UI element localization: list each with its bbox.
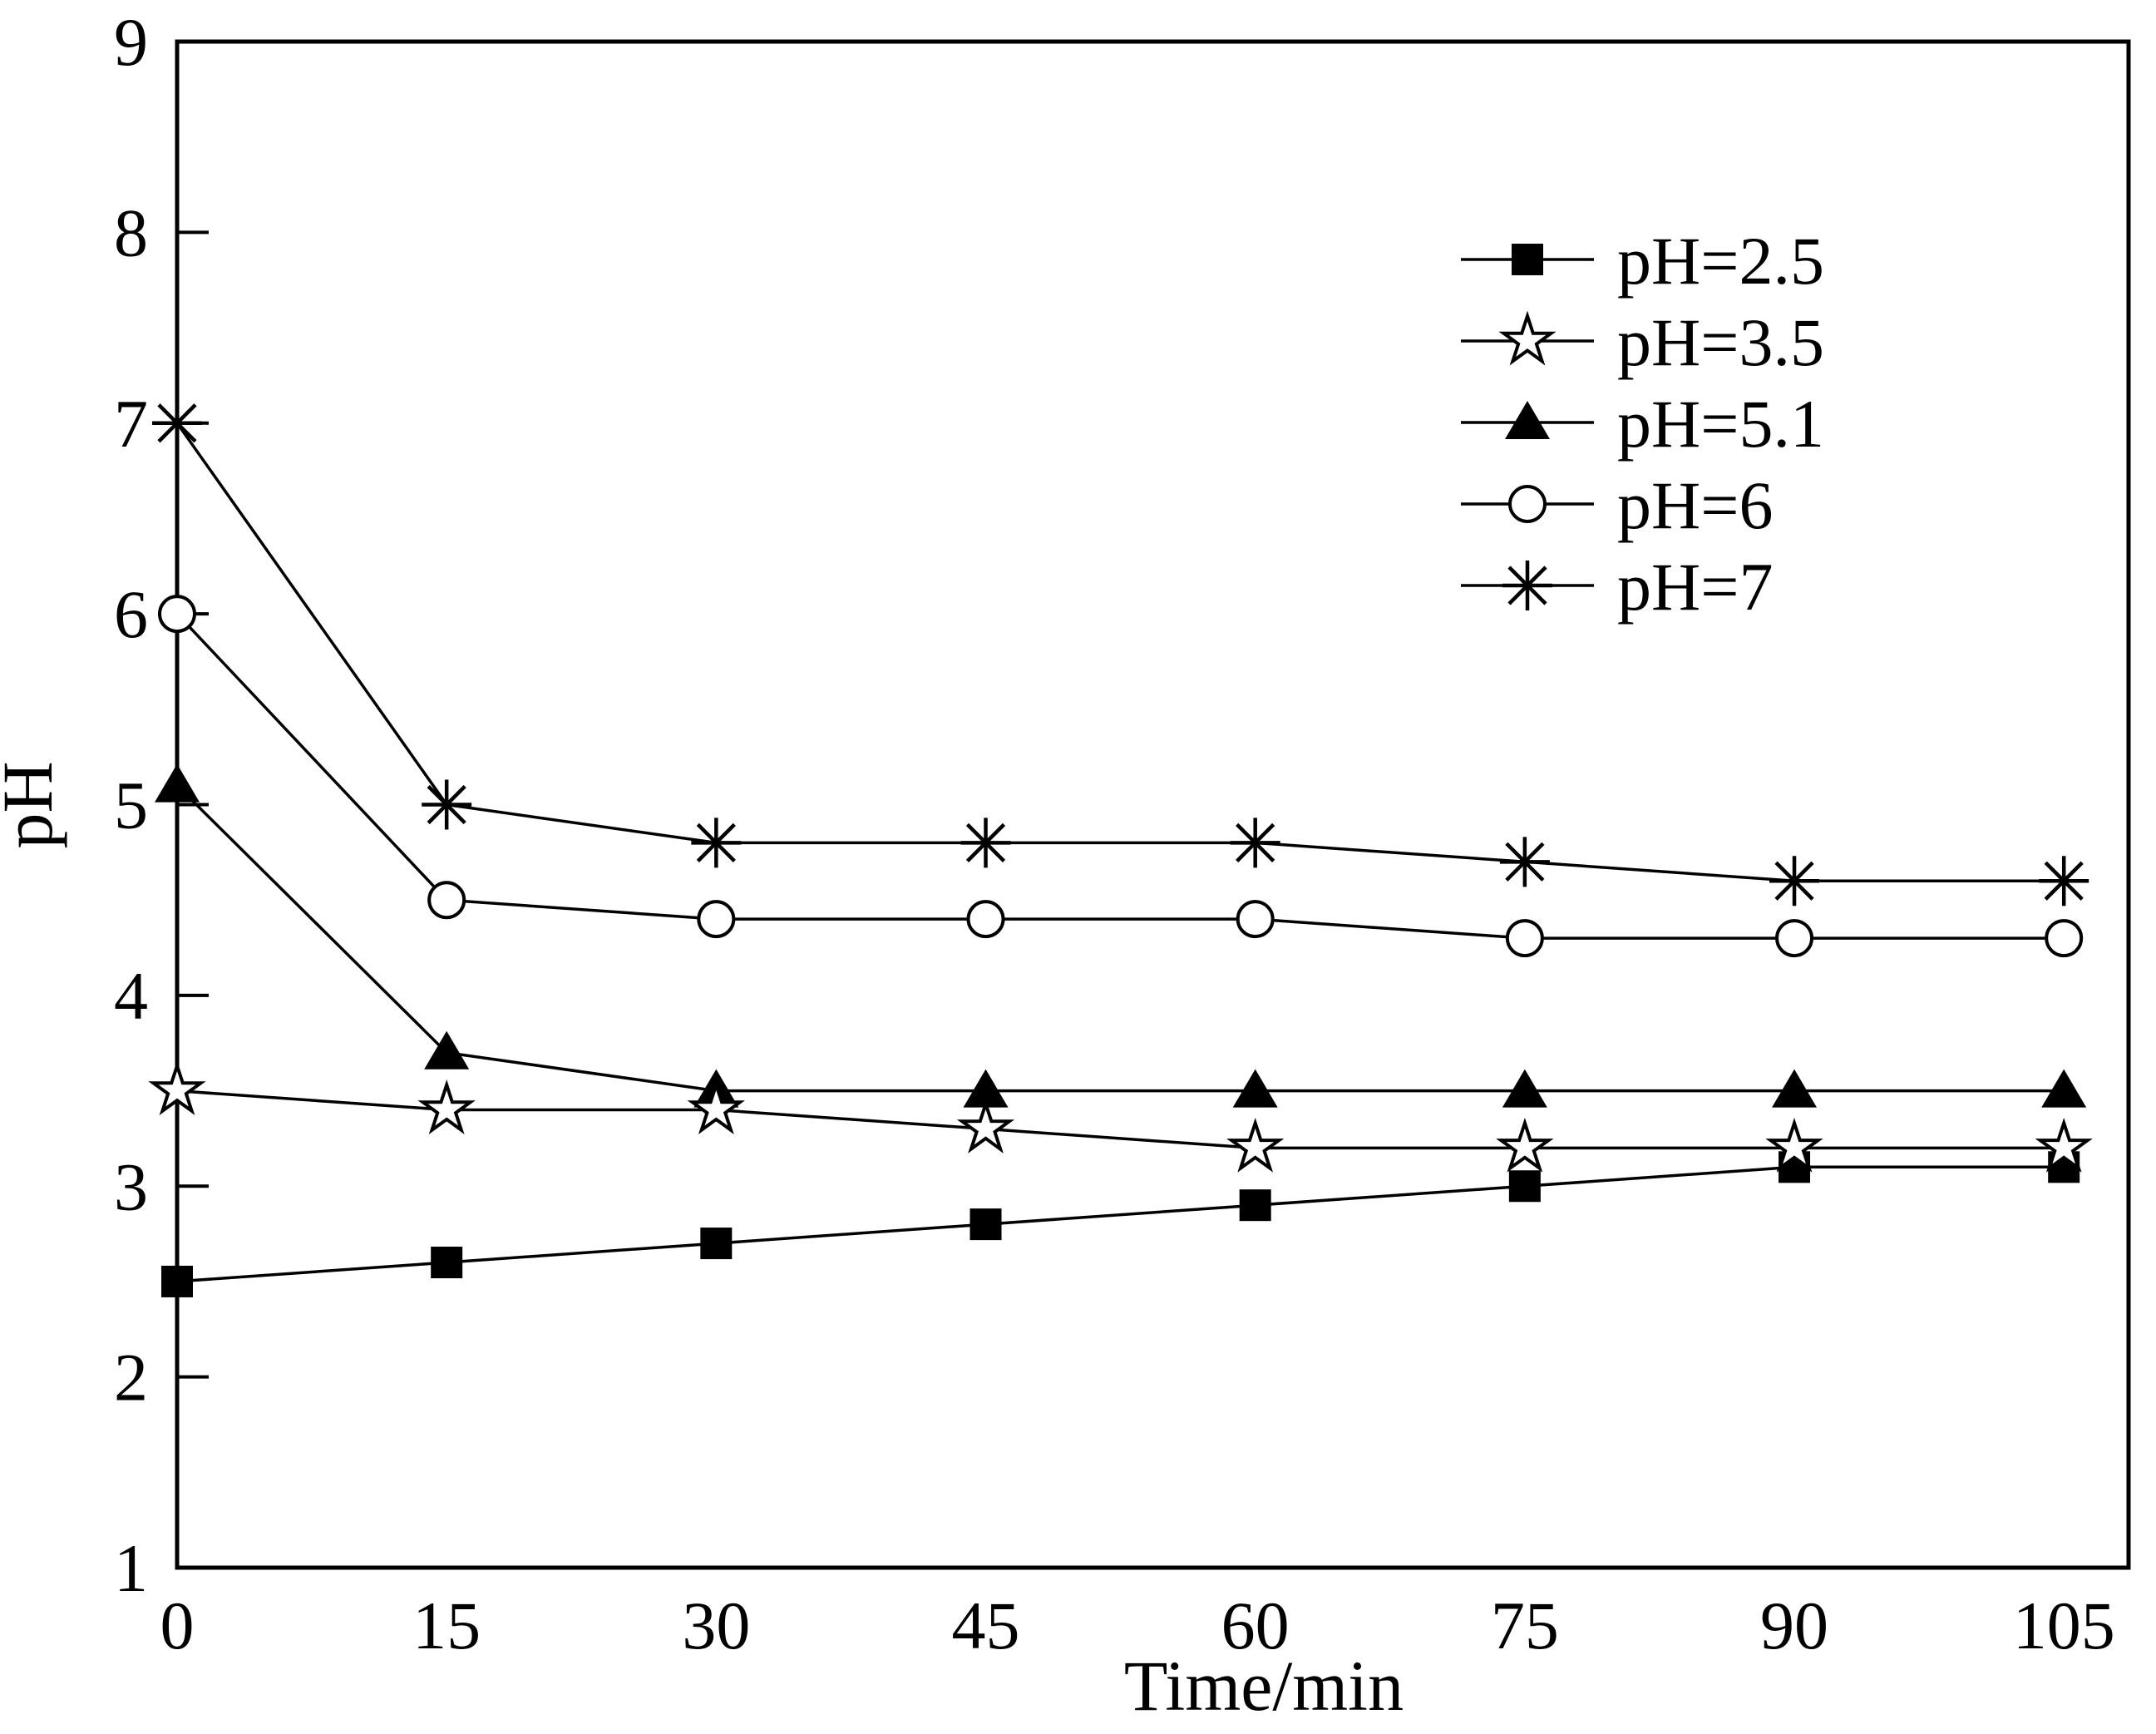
x-tick-label: 105 xyxy=(2013,1588,2115,1663)
open-star-marker xyxy=(1226,1117,1285,1173)
open-circle-marker xyxy=(1505,919,1544,958)
series-markers-pH=6 xyxy=(158,595,2084,958)
series-line-pH=3.5 xyxy=(176,1089,2065,1150)
asterisk-marker xyxy=(960,818,1011,868)
y-tick-label: 9 xyxy=(114,4,148,80)
series-markers-pH=3.5 xyxy=(148,1060,2093,1173)
filled-triangle-marker xyxy=(2041,1069,2087,1108)
x-tick-label: 30 xyxy=(682,1588,750,1663)
asterisk-marker xyxy=(1769,856,1820,907)
open-star-marker xyxy=(956,1098,1015,1154)
x-tick-label: 60 xyxy=(1221,1588,1290,1663)
open-star-marker xyxy=(1765,1117,1823,1173)
filled-triangle-marker xyxy=(1502,1069,1547,1108)
filled-square-marker xyxy=(431,1247,463,1278)
y-tick-label: 2 xyxy=(114,1340,148,1415)
open-star-marker xyxy=(2035,1117,2093,1173)
series-markers-pH=7 xyxy=(152,398,2089,907)
x-tick-label: 90 xyxy=(1760,1588,1828,1663)
open-star-marker xyxy=(1496,1117,1554,1173)
filled-square-marker xyxy=(161,1265,193,1297)
open-circle-marker xyxy=(697,900,736,939)
asterisk-marker xyxy=(691,818,742,868)
open-star-marker xyxy=(687,1079,746,1135)
y-tick-label: 7 xyxy=(114,386,148,462)
legend-label: pH=7 xyxy=(1617,549,1773,625)
legend-label: pH=2.5 xyxy=(1617,223,1824,299)
filled-square-marker xyxy=(700,1228,733,1260)
y-tick-label: 4 xyxy=(114,958,148,1034)
y-tick-label: 6 xyxy=(114,576,148,652)
filled-triangle-marker xyxy=(1772,1069,1818,1108)
open-circle-marker xyxy=(1236,900,1275,939)
asterisk-marker xyxy=(1230,818,1280,868)
y-tick-label: 5 xyxy=(114,768,148,843)
legend-label: pH=6 xyxy=(1617,467,1773,543)
filled-square-marker xyxy=(1239,1189,1271,1222)
series-lines xyxy=(175,422,2065,1283)
filled-triangle-marker xyxy=(963,1069,1009,1108)
legend-item-pH=5.1: pH=5.1 xyxy=(1461,386,1824,462)
x-axis-title: Time/min xyxy=(1124,1646,1404,1726)
filled-square-marker xyxy=(1512,244,1543,275)
series-line-pH=5.1 xyxy=(175,784,2065,1093)
asterisk-marker xyxy=(152,398,202,448)
open-circle-marker xyxy=(1508,485,1547,523)
y-tick-label: 3 xyxy=(114,1149,148,1224)
filled-square-marker xyxy=(969,1208,1002,1241)
legend: pH=2.5pH=3.5pH=5.1pH=6pH=7 xyxy=(1461,223,1824,625)
asterisk-marker xyxy=(1499,837,1550,887)
open-star-marker xyxy=(1498,310,1557,366)
asterisk-marker xyxy=(422,779,472,830)
x-tick-label: 0 xyxy=(160,1588,195,1663)
legend-label: pH=3.5 xyxy=(1617,304,1824,380)
series-markers-pH=2.5 xyxy=(161,1151,2080,1297)
y-axis-title: pH xyxy=(0,761,67,848)
open-star-marker xyxy=(417,1079,476,1135)
open-circle-marker xyxy=(158,595,196,634)
x-tick-label: 75 xyxy=(1491,1588,1559,1663)
open-circle-marker xyxy=(2045,919,2084,958)
series-line-pH=2.5 xyxy=(176,1165,2065,1283)
filled-triangle-marker xyxy=(1232,1069,1278,1108)
series-markers xyxy=(148,398,2093,1297)
filled-triangle-marker xyxy=(1505,401,1550,439)
y-axis: 1 2 3 4 5 6 7 8 9 xyxy=(114,4,209,1606)
x-axis: 0 15 30 45 60 75 90 105 xyxy=(160,1588,2115,1663)
asterisk-marker xyxy=(2039,856,2089,907)
filled-square-marker xyxy=(1508,1170,1541,1203)
asterisk-marker xyxy=(1502,561,1552,610)
open-circle-marker xyxy=(1775,919,1814,958)
y-tick-label: 8 xyxy=(114,195,148,270)
open-circle-marker xyxy=(966,900,1005,939)
legend-item-pH=7: pH=7 xyxy=(1461,549,1773,625)
legend-label: pH=5.1 xyxy=(1617,386,1824,462)
series-line-pH=6 xyxy=(175,612,2065,940)
open-circle-marker xyxy=(427,881,466,920)
x-tick-label: 15 xyxy=(412,1588,481,1663)
open-star-marker xyxy=(148,1060,206,1115)
x-tick-label: 45 xyxy=(952,1588,1020,1663)
filled-triangle-marker xyxy=(155,763,200,803)
legend-item-pH=2.5: pH=2.5 xyxy=(1461,223,1824,299)
legend-item-pH=6: pH=6 xyxy=(1461,467,1773,543)
filled-triangle-marker xyxy=(424,1030,470,1070)
series-line-pH=7 xyxy=(175,422,2065,883)
legend-item-pH=3.5: pH=3.5 xyxy=(1461,304,1824,380)
y-tick-label: 1 xyxy=(114,1530,148,1606)
